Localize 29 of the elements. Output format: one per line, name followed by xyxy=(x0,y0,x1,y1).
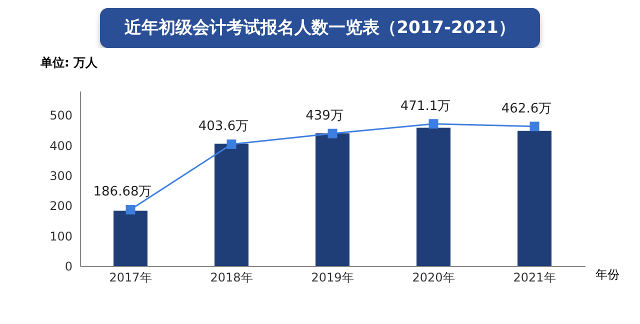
x-tick-label: 2020年 xyxy=(412,270,455,284)
y-tick-label: 500 xyxy=(50,108,72,123)
y-tick-label: 200 xyxy=(50,199,72,214)
x-axis-title: 年份 xyxy=(596,268,620,282)
bar xyxy=(518,130,552,266)
data-label: 439万 xyxy=(306,108,344,124)
data-label: 471.1万 xyxy=(400,98,451,114)
point xyxy=(428,119,438,129)
bar xyxy=(114,210,148,266)
data-label: 186.68万 xyxy=(93,184,152,200)
bar xyxy=(416,128,450,266)
y-tick-label: 0 xyxy=(64,260,72,274)
point xyxy=(226,139,236,149)
point xyxy=(530,122,540,132)
y-tick-label: 400 xyxy=(50,138,72,153)
point xyxy=(328,128,338,138)
bar xyxy=(316,133,350,266)
bar xyxy=(214,144,248,266)
x-tick-label: 2019年 xyxy=(311,270,354,284)
data-label: 403.6万 xyxy=(198,119,249,134)
x-tick-label: 2021年 xyxy=(513,270,556,284)
point xyxy=(126,204,136,214)
chart-title: 近年初级会计考试报名人数一览表（2017-2021） xyxy=(100,8,540,48)
data-label: 462.6万 xyxy=(501,101,552,116)
y-tick-label: 300 xyxy=(50,168,72,183)
y-tick-label: 100 xyxy=(50,229,72,244)
y-axis-title: 单位: 万人 xyxy=(40,56,98,70)
x-tick-label: 2018年 xyxy=(210,270,253,284)
x-tick-label: 2017年 xyxy=(109,270,152,284)
